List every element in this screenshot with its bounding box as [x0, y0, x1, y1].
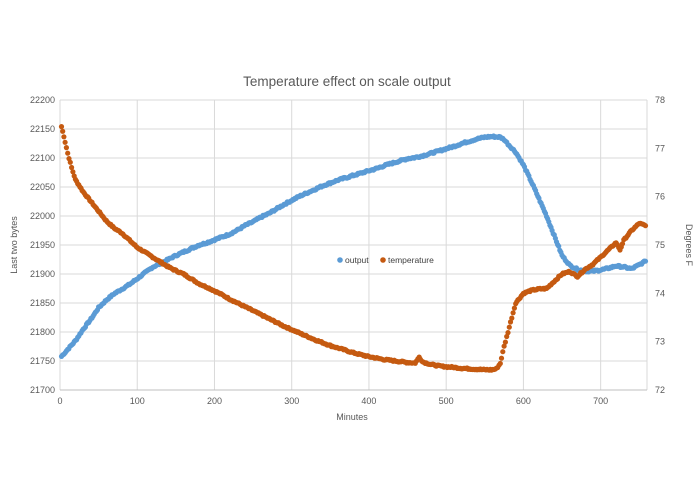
- legend-marker-output: [337, 257, 343, 263]
- point-temperature: [497, 360, 503, 367]
- y-left-tick-label: 22050: [30, 182, 55, 192]
- point-temperature: [507, 319, 514, 325]
- point-temperature: [502, 339, 508, 345]
- chart-title: Temperature effect on scale output: [243, 74, 451, 89]
- point-output: [642, 258, 649, 264]
- y-left-tick-label: 21750: [30, 356, 55, 366]
- x-tick-label: 200: [207, 396, 222, 406]
- y-right-tick-label: 74: [655, 288, 665, 298]
- y-left-tick-label: 22000: [30, 211, 55, 221]
- y-right-tick-label: 76: [655, 192, 665, 202]
- series-output: [58, 133, 649, 359]
- y-left-tick-label: 21900: [30, 269, 55, 279]
- x-axis-title: Minutes: [336, 412, 368, 422]
- y-left-tick-label: 22150: [30, 124, 55, 134]
- point-temperature: [498, 355, 505, 361]
- y-right-tick-label: 72: [655, 385, 665, 395]
- x-tick-label: 400: [361, 396, 376, 406]
- legend-marker-temperature: [380, 257, 386, 263]
- series-temperature: [58, 124, 649, 373]
- axes: 21700 21750 21800 21850 21900 21950 22000 22050…: [30, 95, 665, 406]
- legend: output temperature: [337, 255, 434, 265]
- y-right-tick-label: 75: [655, 240, 665, 250]
- x-tick-label: 0: [57, 396, 62, 406]
- x-tick-label: 500: [439, 396, 454, 406]
- point-temperature: [509, 315, 515, 321]
- point-temperature: [58, 124, 65, 130]
- y-left-tick-label: 22100: [30, 153, 55, 163]
- y-left-tick-label: 21950: [30, 240, 55, 250]
- y-right-tick-label: 78: [655, 95, 665, 105]
- y-right-tick-label: 77: [655, 143, 665, 153]
- point-temperature: [500, 349, 506, 355]
- y-left-tick-label: 22200: [30, 95, 55, 105]
- y-left-tick-label: 21850: [30, 298, 55, 308]
- point-temperature: [504, 333, 510, 340]
- point-output: [556, 243, 562, 249]
- point-temperature: [642, 223, 649, 229]
- point-temperature: [69, 164, 75, 171]
- x-tick-label: 600: [516, 396, 531, 406]
- y-left-tick-label: 21800: [30, 327, 55, 337]
- y-axis-left-title: Last two bytes: [9, 216, 19, 274]
- point-temperature: [505, 330, 511, 336]
- legend-label-temperature: temperature: [388, 255, 434, 265]
- legend-label-output: output: [345, 255, 369, 265]
- y-left-tick-label: 21700: [30, 385, 55, 395]
- point-temperature: [61, 134, 67, 140]
- x-tick-label: 300: [284, 396, 299, 406]
- point-temperature: [506, 324, 512, 330]
- y-axis-right-title: Degrees F: [684, 224, 694, 267]
- x-tick-label: 700: [593, 396, 608, 406]
- point-temperature: [511, 305, 517, 311]
- point-temperature: [67, 159, 73, 165]
- point-temperature: [60, 128, 66, 134]
- x-tick-label: 100: [130, 396, 145, 406]
- point-temperature: [510, 310, 516, 316]
- point-temperature: [63, 145, 69, 151]
- point-temperature: [62, 139, 68, 145]
- point-temperature: [65, 150, 71, 156]
- point-temperature: [501, 343, 507, 349]
- point-temperature: [70, 169, 76, 175]
- point-temperature: [619, 241, 626, 247]
- y-right-tick-label: 73: [655, 337, 665, 347]
